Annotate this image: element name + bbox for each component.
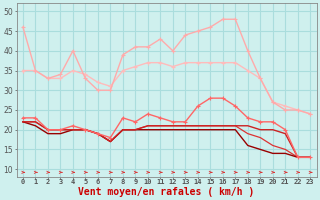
X-axis label: Vent moyen/en rafales ( km/h ): Vent moyen/en rafales ( km/h ): [78, 187, 255, 197]
